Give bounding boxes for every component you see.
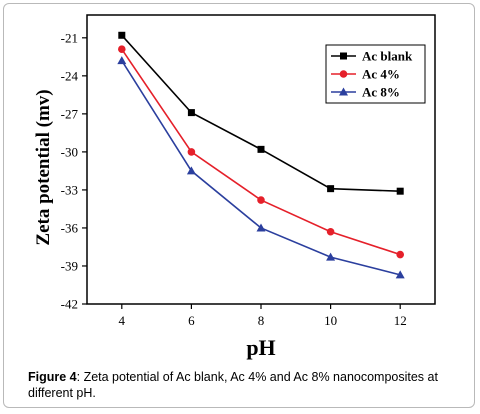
legend-label: Ac 8% — [362, 85, 400, 100]
y-tick-label: -21 — [61, 30, 78, 45]
series-2 — [117, 56, 405, 279]
legend-entry: Ac blank — [331, 49, 413, 64]
data-point — [326, 252, 336, 261]
figure-caption: Figure 4: Zeta potential of Ac blank, Ac… — [28, 369, 458, 401]
data-point — [395, 270, 405, 279]
data-point — [396, 187, 404, 195]
data-point — [327, 185, 335, 193]
y-tick-label: -42 — [61, 297, 78, 312]
y-tick-label: -27 — [61, 106, 79, 121]
data-point — [256, 223, 266, 232]
data-point — [118, 31, 126, 39]
x-tick-label: 8 — [258, 313, 265, 328]
x-axis-label: pH — [246, 335, 275, 360]
data-point — [187, 109, 195, 117]
data-point — [186, 166, 196, 175]
legend-marker — [340, 52, 347, 60]
data-point — [326, 227, 335, 236]
data-point — [257, 196, 265, 204]
legend-label: Ac blank — [362, 49, 413, 64]
x-tick-label: 12 — [394, 313, 407, 328]
legend-marker — [339, 70, 348, 78]
legend-entry: Ac 4% — [331, 67, 400, 82]
legend-marker — [339, 87, 348, 96]
x-tick-label: 10 — [324, 313, 337, 328]
x-tick-label: 6 — [188, 313, 195, 328]
data-point — [396, 250, 405, 259]
zeta-potential-chart: 4 6 8 10 12 -21 -24 -27 -30 -33 -36 -39 -42 pH Zeta po… — [33, 14, 436, 360]
series-0 — [118, 31, 404, 195]
caption-text: : Zeta potential of Ac blank, Ac 4% and … — [28, 370, 438, 400]
y-tick-label: -24 — [61, 68, 79, 83]
series-layer — [117, 31, 405, 279]
series-1 — [118, 45, 405, 259]
y-axis-label: Zeta potential (mv) — [33, 89, 54, 245]
legend-label: Ac 4% — [362, 67, 400, 82]
plot-axes: 4 6 8 10 12 -21 -24 -27 -30 -33 -36 -39 -42 pH Zeta po… — [33, 14, 436, 360]
y-tick-label: -39 — [61, 258, 78, 273]
caption-label: Figure 4 — [28, 370, 77, 384]
y-tick-label: -30 — [61, 144, 78, 159]
y-tick-label: -36 — [61, 220, 79, 235]
legend: Ac blank Ac 4% Ac 8% — [325, 44, 426, 104]
data-point — [117, 56, 127, 65]
data-point — [187, 148, 196, 156]
data-point — [257, 145, 265, 153]
x-tick-label: 4 — [119, 313, 126, 328]
data-point — [118, 45, 126, 54]
y-tick-label: -33 — [61, 182, 78, 197]
legend-entry: Ac 8% — [331, 85, 400, 100]
